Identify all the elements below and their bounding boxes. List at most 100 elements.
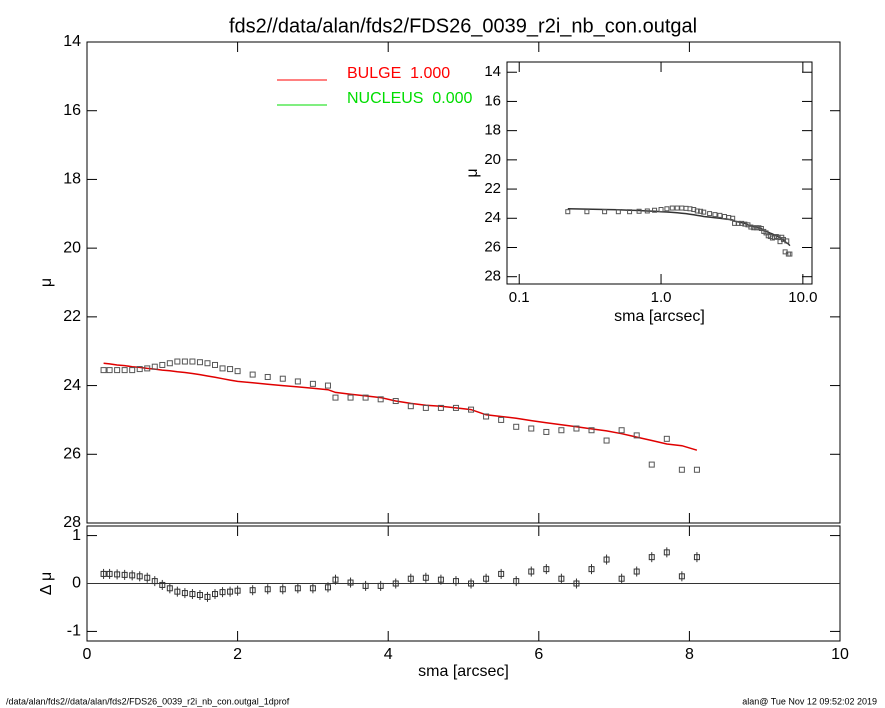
data-point [784, 238, 790, 244]
plot-frame [86, 41, 841, 524]
y-tick-label: 14 [484, 63, 501, 80]
y-axis-label: μ [464, 168, 481, 177]
data-point [174, 588, 181, 595]
footer-left: /data/alan/fds2//data/alan/fds2/FDS26_00… [6, 696, 290, 706]
legend-label: BULGE 1.000 [347, 65, 450, 82]
data-point [166, 585, 173, 592]
data-point [100, 367, 107, 374]
data-point [558, 575, 565, 582]
y-tick-label: 18 [484, 122, 501, 139]
data-point [144, 574, 151, 581]
y-axis-label: Δ μ [38, 572, 55, 595]
x-tick-label: 0.1 [509, 289, 530, 306]
data-point [437, 404, 444, 411]
data-point [573, 580, 580, 587]
data-point [121, 367, 128, 374]
data-point [633, 568, 640, 575]
data-point [618, 575, 625, 582]
data-point [151, 363, 158, 370]
data-point [780, 236, 786, 242]
data-point [189, 591, 196, 598]
data-point [100, 570, 107, 577]
x-tick-label: 4 [384, 646, 393, 663]
data-point [309, 585, 316, 592]
y-tick-label: 20 [484, 151, 501, 168]
data-point [664, 206, 670, 212]
data-point [658, 207, 664, 213]
data-point [249, 587, 256, 594]
data-point [735, 220, 741, 226]
data-point [362, 394, 369, 401]
data-point [674, 205, 680, 211]
data-point [136, 573, 143, 580]
data-point [452, 578, 459, 585]
x-tick-label: 8 [685, 646, 694, 663]
data-point [106, 367, 113, 374]
data-point [159, 581, 166, 588]
data-point [558, 427, 565, 434]
data-point [742, 221, 748, 227]
data-point [648, 461, 655, 468]
data-point [114, 367, 121, 374]
data-point [437, 576, 444, 583]
y-axis-label: μ [38, 278, 55, 287]
data-point [513, 578, 520, 585]
data-point [483, 575, 490, 582]
data-point [219, 589, 226, 596]
data-point [652, 207, 658, 213]
y-tick-label: 26 [63, 446, 81, 463]
data-point [227, 588, 234, 595]
y-tick-label: 22 [484, 180, 501, 197]
data-point [234, 587, 241, 594]
x-tick-label: 10 [831, 646, 849, 663]
data-point [332, 394, 339, 401]
data-point [347, 579, 354, 586]
data-point [294, 585, 301, 592]
data-point [136, 366, 143, 373]
data-point [573, 425, 580, 432]
data-point [249, 371, 256, 378]
data-point [279, 375, 286, 382]
data-point [602, 209, 608, 215]
data-point [362, 582, 369, 589]
legend-label: NUCLEUS 0.000 [347, 90, 472, 107]
data-point [407, 575, 414, 582]
data-point [332, 576, 339, 583]
x-tick-label: 1.0 [651, 289, 672, 306]
data-point [392, 398, 399, 405]
y-tick-label: 18 [63, 171, 81, 188]
data-point [324, 584, 331, 591]
data-point [129, 572, 136, 579]
data-point [219, 365, 226, 372]
data-point [648, 554, 655, 561]
y-tick-label: 26 [484, 238, 501, 255]
data-point [422, 404, 429, 411]
data-point [528, 425, 535, 432]
y-tick-label: 16 [484, 92, 501, 109]
data-point [204, 360, 211, 367]
data-point [753, 225, 759, 231]
x-tick-label: 6 [534, 646, 543, 663]
data-point [377, 396, 384, 403]
data-point [106, 570, 113, 577]
data-point [603, 556, 610, 563]
chart-title: fds2//data/alan/fds2/FDS26_0039_r2i_nb_c… [229, 15, 697, 37]
x-axis-label: sma [arcsec] [614, 308, 705, 325]
x-tick-label: 10.0 [788, 289, 817, 306]
data-point [121, 571, 128, 578]
y-tick-label: -1 [67, 623, 81, 640]
data-point [693, 466, 700, 473]
data-point [615, 209, 621, 215]
data-point [751, 225, 757, 231]
y-tick-label: 1 [72, 527, 81, 544]
data-point [603, 437, 610, 444]
y-tick-label: 0 [72, 575, 81, 592]
y-tick-label: 16 [63, 102, 81, 119]
data-point [663, 435, 670, 442]
data-point [468, 580, 475, 587]
data-point [717, 212, 723, 218]
data-point [678, 573, 685, 580]
data-point [324, 382, 331, 389]
data-point [264, 373, 271, 380]
